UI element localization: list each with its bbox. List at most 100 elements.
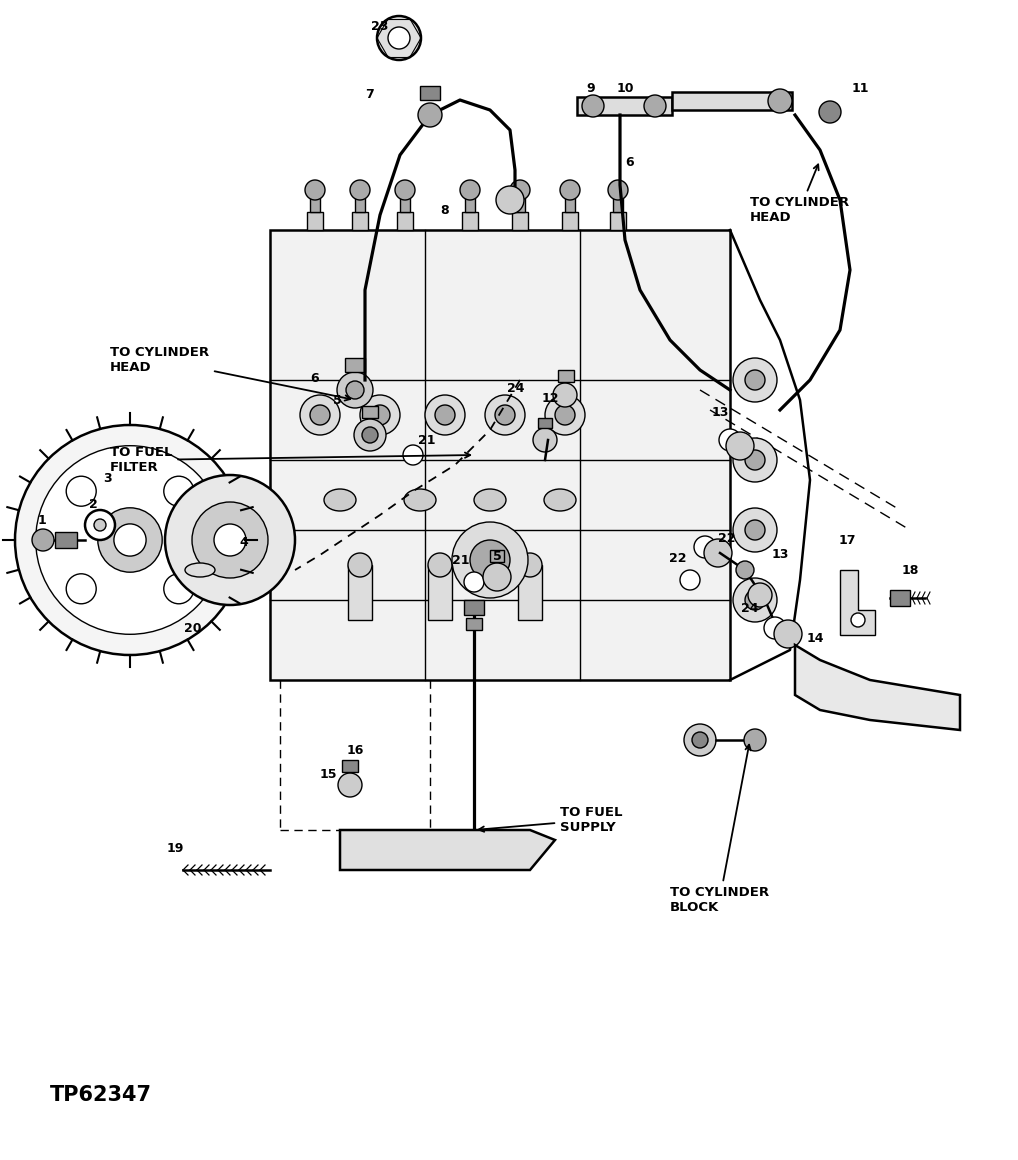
Polygon shape [795,645,960,730]
Circle shape [510,180,530,200]
Circle shape [719,429,741,451]
Circle shape [495,405,515,425]
Polygon shape [840,570,875,635]
Bar [610,212,626,230]
Circle shape [518,553,542,577]
Circle shape [354,419,386,451]
Circle shape [84,510,115,541]
Text: 14: 14 [806,631,824,645]
Bar [558,370,574,382]
Circle shape [684,724,716,756]
Text: 6: 6 [626,155,634,168]
Text: 21: 21 [418,434,436,447]
Bar [466,618,482,630]
Polygon shape [270,230,730,680]
Bar [428,565,452,619]
Ellipse shape [324,490,356,512]
Text: 4: 4 [239,536,248,550]
Circle shape [608,180,628,200]
Circle shape [470,541,510,580]
Text: 6: 6 [310,371,320,384]
Circle shape [745,520,765,541]
Circle shape [680,570,700,590]
Circle shape [745,590,765,610]
Circle shape [726,432,754,461]
Circle shape [377,16,421,60]
Text: 15: 15 [320,768,337,782]
Circle shape [692,732,708,748]
Circle shape [362,427,378,443]
Text: 5: 5 [493,551,502,564]
Text: 8: 8 [441,203,449,217]
Bar [420,86,440,100]
Circle shape [94,519,106,531]
Ellipse shape [185,563,215,577]
Circle shape [337,372,373,408]
Circle shape [545,396,585,435]
Circle shape [819,101,841,123]
Circle shape [403,445,423,465]
Circle shape [346,380,364,399]
Circle shape [764,617,786,639]
Bar [342,760,358,773]
Circle shape [214,524,246,556]
Bar [672,92,792,110]
Circle shape [733,578,777,622]
Bar [518,565,542,619]
Circle shape [733,438,777,483]
Circle shape [851,612,865,628]
Bar [355,197,365,212]
Circle shape [533,428,557,452]
Circle shape [418,103,442,126]
Circle shape [388,27,410,49]
Bar [400,197,410,212]
Circle shape [98,508,162,572]
Circle shape [744,728,766,751]
Circle shape [745,370,765,390]
Circle shape [164,477,193,506]
Text: 19: 19 [166,841,183,855]
Text: 16: 16 [346,744,363,756]
Circle shape [582,95,604,117]
Circle shape [360,396,400,435]
Bar [890,590,910,606]
Circle shape [338,773,362,797]
Text: 24: 24 [741,602,758,615]
Circle shape [733,358,777,403]
Bar [613,197,623,212]
Circle shape [644,95,666,117]
Bar [55,532,77,548]
Circle shape [32,529,54,551]
Bar [538,418,552,428]
Bar [465,197,475,212]
Ellipse shape [404,490,436,512]
Circle shape [736,561,754,579]
Polygon shape [340,831,555,870]
Circle shape [15,425,245,655]
Text: 11: 11 [851,81,868,94]
Circle shape [300,396,340,435]
Text: TP62347: TP62347 [50,1085,152,1105]
Text: TO FUEL
SUPPLY: TO FUEL SUPPLY [478,806,622,834]
Text: 3: 3 [104,471,112,485]
Circle shape [560,180,580,200]
Text: 13: 13 [712,406,729,419]
Text: 10: 10 [616,81,634,94]
Circle shape [704,539,732,567]
Text: 22: 22 [719,531,736,544]
Circle shape [485,396,525,435]
Circle shape [460,180,480,200]
Circle shape [694,536,716,558]
Bar [577,97,672,115]
Bar [362,406,378,418]
Text: 17: 17 [838,534,856,546]
Bar [562,212,578,230]
Circle shape [435,405,455,425]
Text: 23: 23 [372,21,389,34]
Text: 1: 1 [38,514,47,527]
Text: 20: 20 [184,622,202,635]
Circle shape [555,405,575,425]
Text: TO FUEL
FILTER: TO FUEL FILTER [110,445,470,474]
Text: 7: 7 [365,88,375,102]
Circle shape [348,553,372,577]
